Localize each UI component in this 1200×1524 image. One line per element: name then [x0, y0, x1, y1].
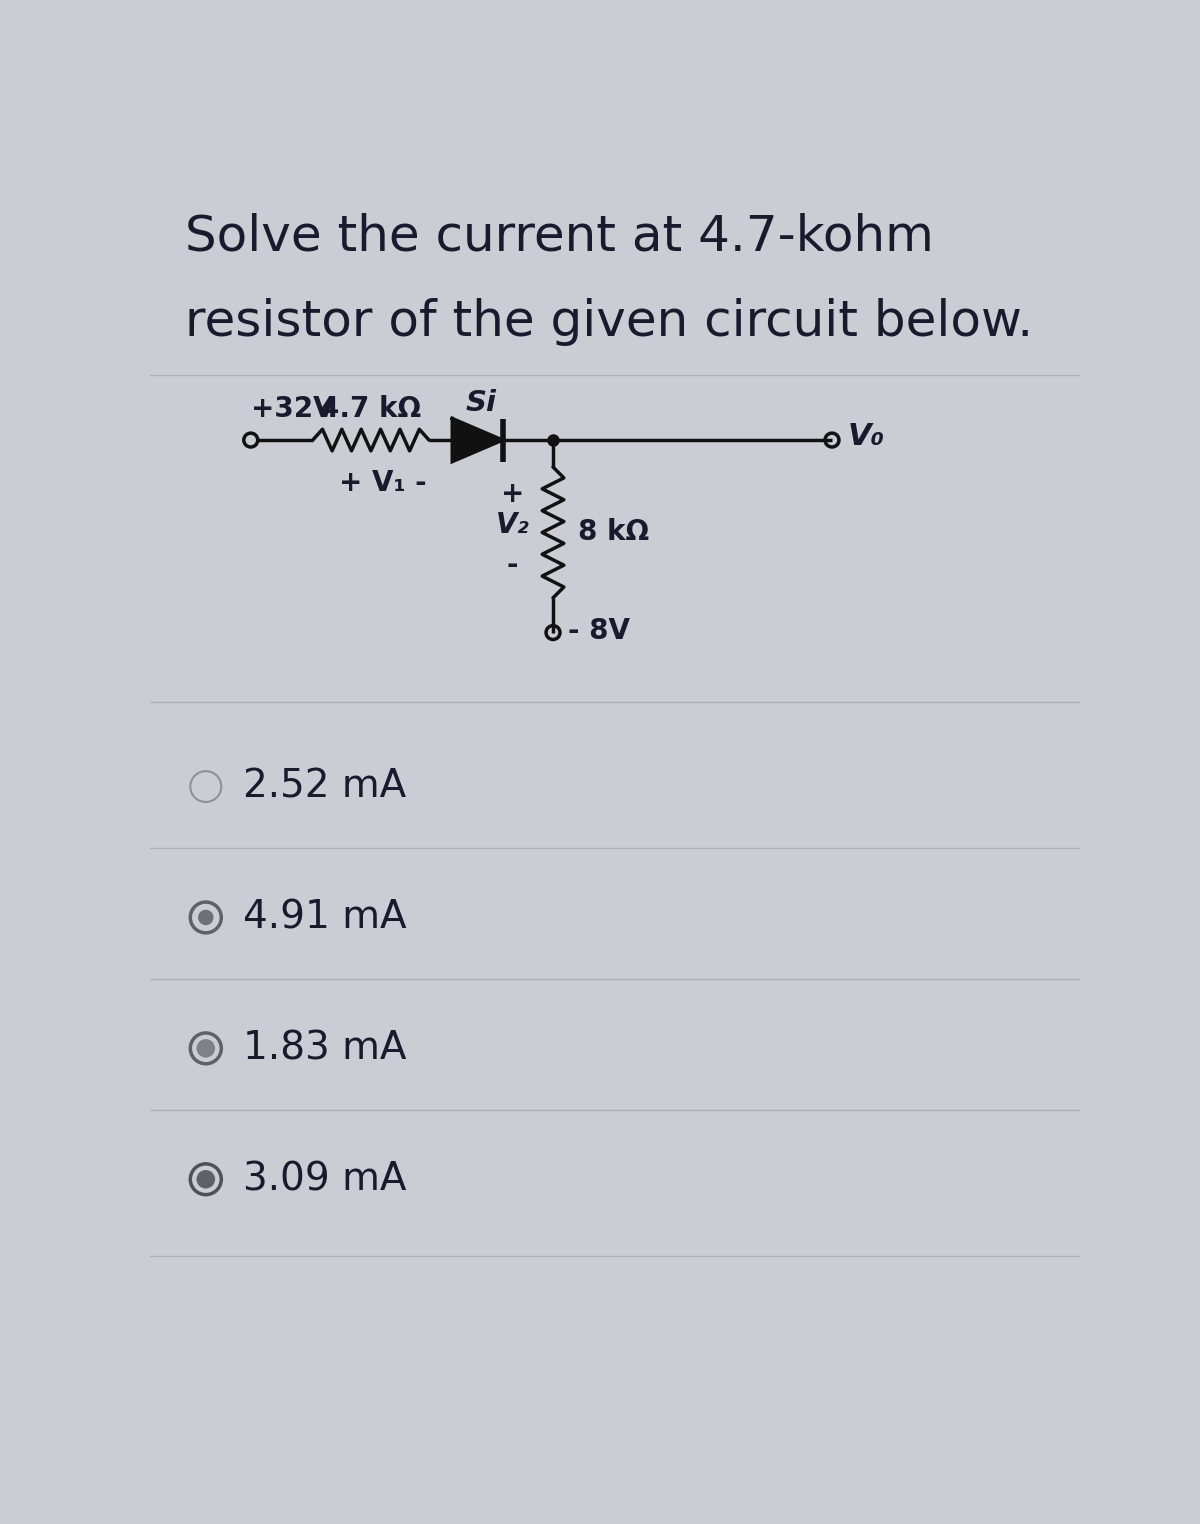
Text: -: - [506, 550, 518, 579]
Text: + V₁ -: + V₁ - [338, 469, 426, 497]
Text: 3.09 mA: 3.09 mA [242, 1160, 407, 1198]
Text: +32V: +32V [251, 395, 335, 424]
Text: 4.91 mA: 4.91 mA [242, 899, 407, 936]
Text: resistor of the given circuit below.: resistor of the given circuit below. [185, 297, 1033, 346]
Text: +: + [502, 480, 524, 507]
Text: 1.83 mA: 1.83 mA [242, 1029, 407, 1067]
Text: 4.7 kΩ: 4.7 kΩ [320, 395, 421, 424]
Text: V₀: V₀ [847, 422, 884, 451]
Polygon shape [452, 419, 503, 462]
Text: - 8V: - 8V [569, 617, 630, 645]
Text: Si: Si [466, 389, 497, 418]
Text: 8 kΩ: 8 kΩ [578, 518, 649, 547]
Text: V₂: V₂ [496, 511, 529, 539]
Circle shape [197, 1170, 215, 1189]
Circle shape [198, 910, 214, 925]
Circle shape [197, 1039, 215, 1058]
Text: 2.52 mA: 2.52 mA [242, 768, 407, 806]
Text: Solve the current at 4.7-kohm: Solve the current at 4.7-kohm [185, 213, 934, 261]
